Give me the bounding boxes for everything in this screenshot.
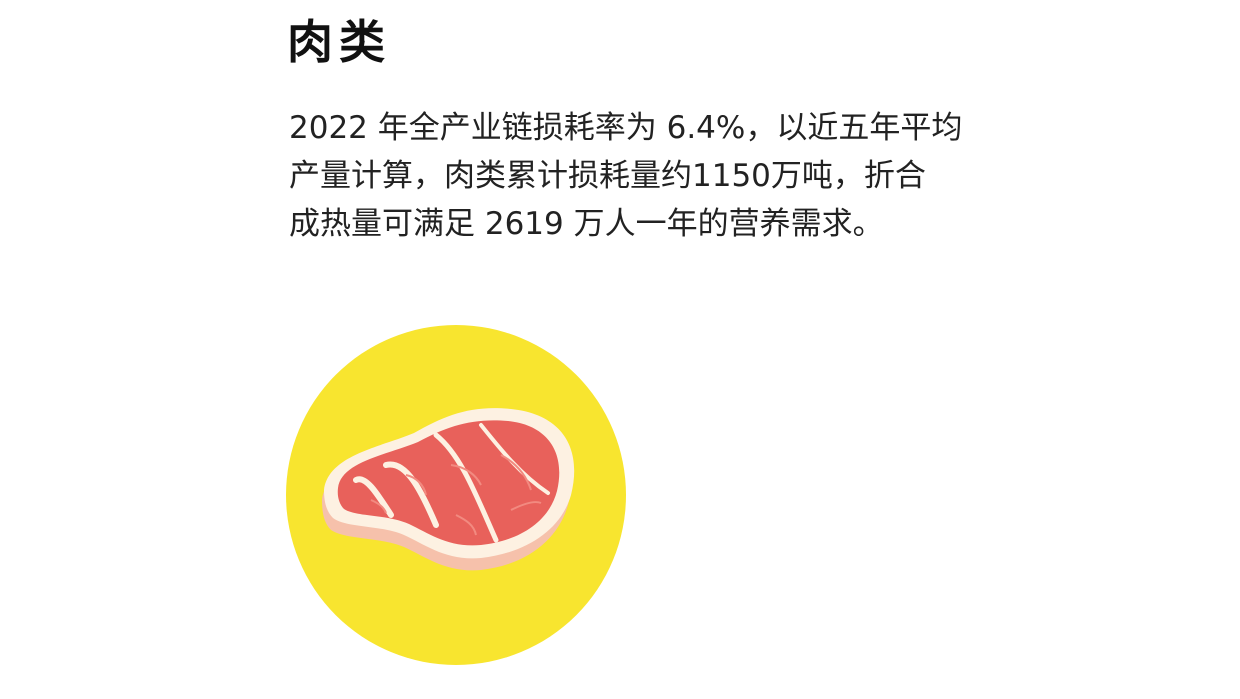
description-text: 2022 年全产业链损耗率为 6.4%，以近五年平均 产量计算，肉类累计损耗量约… [289,104,969,248]
steak-icon [322,408,575,571]
description-line: 产量计算，肉类累计损耗量约1150万吨，折合 [289,158,926,194]
description-line: 成热量可满足 2619 万人一年的营养需求。 [289,206,884,242]
page-title: 肉类 [287,15,391,69]
description-line: 2022 年全产业链损耗率为 6.4%，以近五年平均 [289,110,963,146]
steak-illustration [286,325,626,665]
